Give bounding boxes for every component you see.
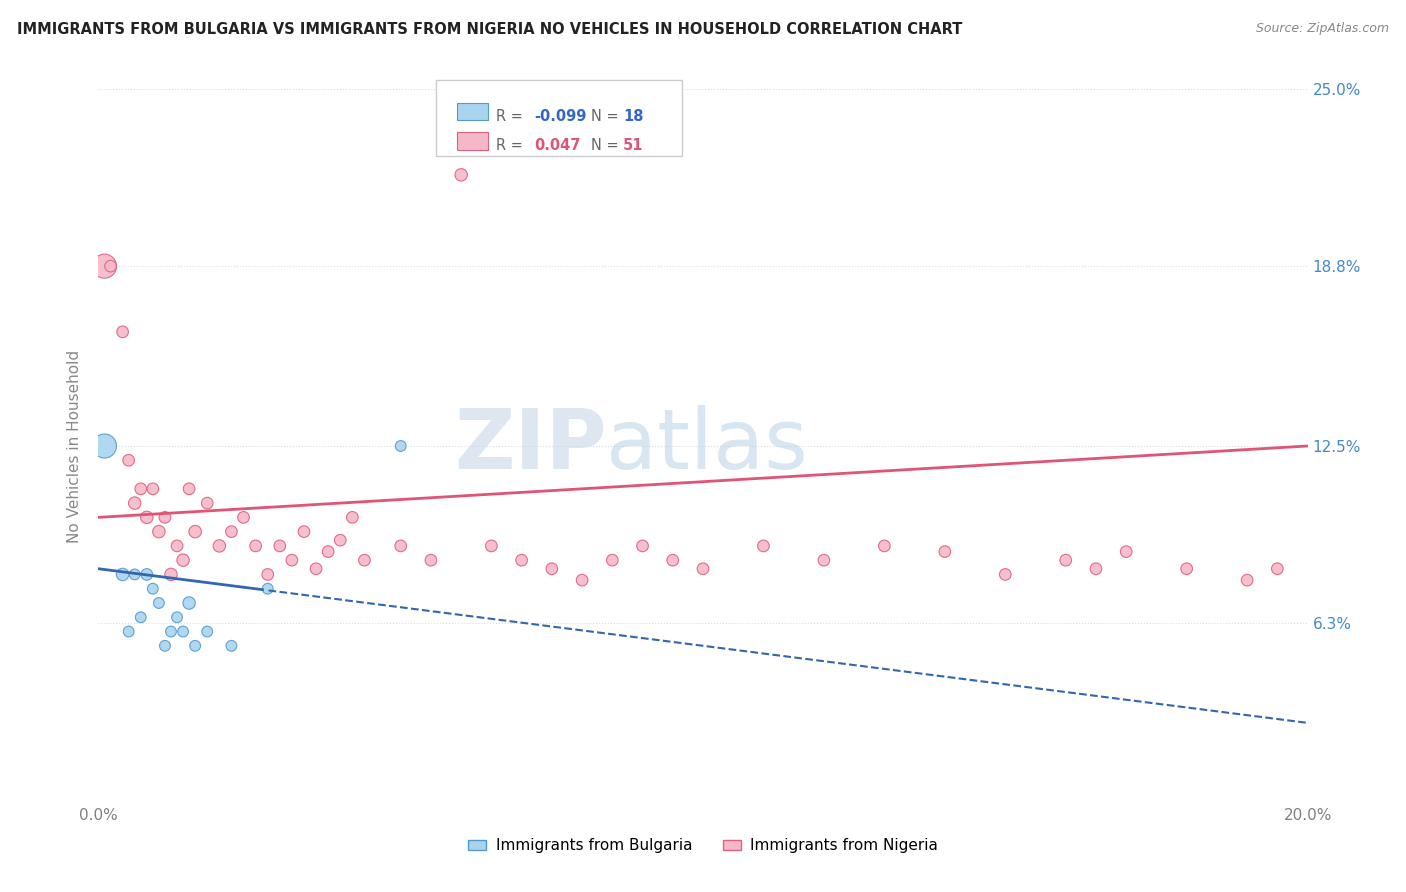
Point [1267,562,1289,576]
Point [540,562,562,576]
Point [1236,573,1258,587]
Point [269,539,291,553]
Point [813,553,835,567]
Point [1115,544,1137,558]
Point [281,553,304,567]
Point [208,539,231,553]
Point [129,610,152,624]
Text: 18: 18 [623,109,644,124]
Point [450,168,472,182]
Point [1175,562,1198,576]
Point [873,539,896,553]
Point [172,553,194,567]
Point [166,539,188,553]
Point [1085,562,1108,576]
Point [160,624,183,639]
Point [389,539,412,553]
Point [256,582,278,596]
Point [571,573,593,587]
Point [353,553,375,567]
Point [142,582,165,596]
Point [118,453,141,467]
Point [160,567,183,582]
Point [124,567,146,582]
Text: IMMIGRANTS FROM BULGARIA VS IMMIGRANTS FROM NIGERIA NO VEHICLES IN HOUSEHOLD COR: IMMIGRANTS FROM BULGARIA VS IMMIGRANTS F… [17,22,962,37]
Point [142,482,165,496]
Text: N =: N = [591,138,623,153]
Point [221,639,243,653]
Point [305,562,328,576]
Point [118,624,141,639]
Point [1054,553,1077,567]
Point [389,439,412,453]
Point [166,610,188,624]
Y-axis label: No Vehicles in Household: No Vehicles in Household [67,350,83,542]
Point [153,510,176,524]
Text: R =: R = [496,109,527,124]
Point [93,259,115,273]
Point [481,539,503,553]
Point [100,259,122,273]
Point [232,510,254,524]
Point [221,524,243,539]
Point [111,325,134,339]
Point [994,567,1017,582]
Text: N =: N = [591,109,623,124]
Point [148,524,170,539]
Point [692,562,714,576]
Text: Source: ZipAtlas.com: Source: ZipAtlas.com [1256,22,1389,36]
Point [602,553,624,567]
Legend: Immigrants from Bulgaria, Immigrants from Nigeria: Immigrants from Bulgaria, Immigrants fro… [463,832,943,859]
Point [752,539,775,553]
Point [510,553,533,567]
Point [153,639,176,653]
Text: atlas: atlas [606,406,808,486]
Point [172,624,194,639]
Point [316,544,339,558]
Point [135,567,157,582]
Text: 51: 51 [623,138,644,153]
Point [124,496,146,510]
Point [179,482,201,496]
Text: -0.099: -0.099 [534,109,586,124]
Point [184,524,207,539]
Point [129,482,152,496]
Point [661,553,683,567]
Point [342,510,364,524]
Point [420,553,443,567]
Point [195,624,218,639]
Point [184,639,207,653]
Point [292,524,315,539]
Point [329,533,352,548]
Text: 0.047: 0.047 [534,138,581,153]
Point [148,596,170,610]
Point [195,496,218,510]
Point [93,439,115,453]
Text: ZIP: ZIP [454,406,606,486]
Point [179,596,201,610]
Point [135,510,157,524]
Point [111,567,134,582]
Point [631,539,654,553]
Point [256,567,278,582]
Text: R =: R = [496,138,527,153]
Point [245,539,267,553]
Point [934,544,956,558]
